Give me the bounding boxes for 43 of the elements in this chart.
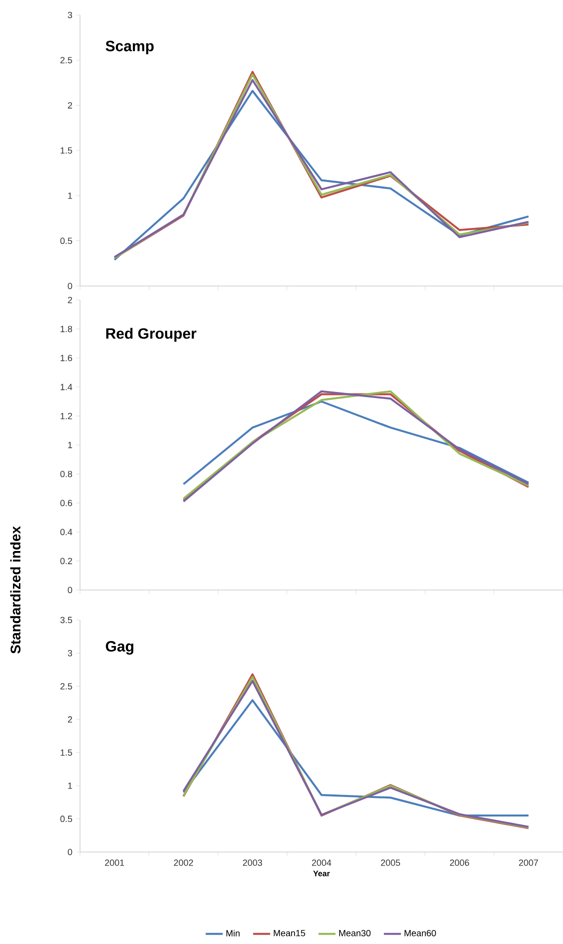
legend-label: Min — [226, 930, 240, 936]
legend-label: Mean15 — [274, 930, 306, 936]
line-series — [182, 699, 530, 817]
y-tick-label: 0.2 — [60, 558, 72, 564]
y-tick-label: 0 — [68, 586, 72, 594]
y-tick-label: 1 — [68, 192, 72, 199]
text: Gag — [106, 641, 134, 655]
x-tick-label: 2003 — [242, 860, 262, 866]
y-tick-label: 2 — [68, 716, 72, 723]
y-tick-label: 3.5 — [60, 616, 72, 624]
y-tick-label: 1.5 — [60, 147, 72, 154]
y-tick-label: 0.5 — [60, 238, 72, 244]
text: Scamp — [106, 40, 154, 54]
y-tick-label: 0.5 — [60, 816, 72, 822]
x-tick-label: 2002 — [174, 860, 194, 866]
text: Red Grouper — [106, 328, 196, 342]
y-tick-label: 0 — [68, 848, 72, 856]
legend-label: Mean60 — [404, 930, 436, 936]
x-tick-label: 2006 — [450, 860, 470, 866]
legend-label: Mean30 — [339, 930, 371, 936]
y-tick-label: 1 — [68, 782, 72, 789]
y-tick-label: 0.4 — [60, 528, 72, 536]
line-series — [182, 400, 530, 486]
y-tick-label: 1 — [68, 442, 72, 448]
y-tick-label: 1.4 — [60, 384, 72, 390]
y-tick-label: 2.5 — [60, 683, 72, 690]
y-tick-label: 3 — [68, 650, 72, 656]
x-tick-label: 2004 — [312, 860, 332, 866]
y-tick-label: 1.6 — [60, 354, 72, 362]
y-tick-label: 2.5 — [60, 56, 72, 64]
x-tick-label: 2005 — [380, 860, 400, 866]
x-tick-label: 2001 — [104, 860, 124, 866]
y-tick-label: 2 — [68, 102, 72, 108]
y-tick-label: 1.5 — [60, 749, 72, 756]
y-tick-label: 1.2 — [60, 412, 72, 420]
y-axis-title: Standardized index — [10, 526, 20, 654]
y-tick-label: 2 — [68, 296, 72, 304]
y-tick-label: 0.8 — [60, 470, 72, 478]
x-tick-label: 2007 — [518, 860, 538, 866]
y-tick-label: 1.8 — [60, 326, 72, 332]
y-tick-label: 3 — [68, 12, 72, 18]
y-tick-label: 0 — [68, 282, 72, 290]
y-tick-label: 0.6 — [60, 500, 72, 506]
